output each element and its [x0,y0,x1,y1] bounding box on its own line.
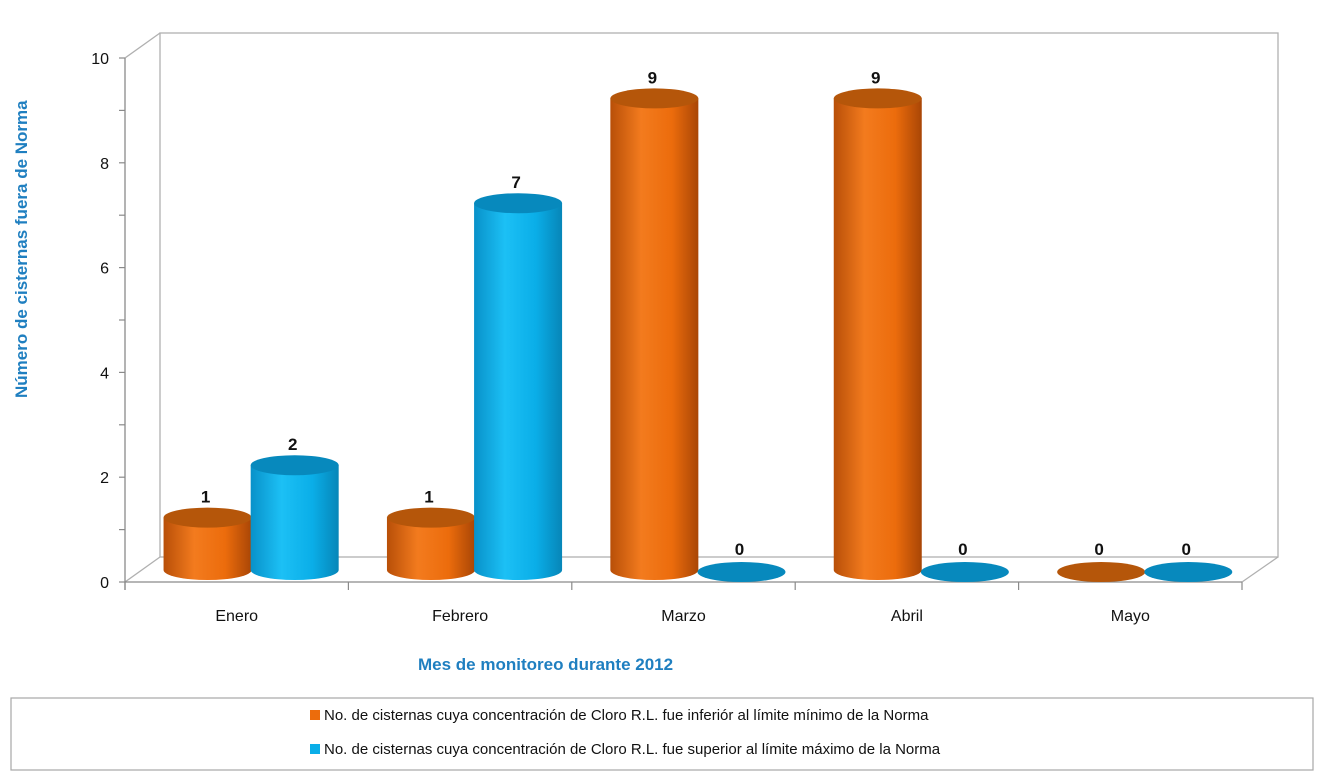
bar-body [163,517,252,580]
y-tick-label: 10 [91,51,109,68]
y-tick-label: 6 [100,261,109,278]
y-tick-label: 8 [100,156,109,173]
bar-base-disc [1144,562,1233,582]
data-label: 0 [1094,540,1103,559]
bar-base-disc [920,562,1009,582]
legend-label: No. de cisternas cuya concentración de C… [324,741,941,758]
bar-body [386,517,475,580]
y-tick-label: 4 [100,365,109,382]
floor-right-edge [1241,556,1279,583]
legend-item-series-1: No. de cisternas cuya concentración de C… [310,741,941,758]
x-axis-ticks: Enero Febrero Marzo Abril Mayo [124,582,1243,625]
data-label: 1 [424,488,433,507]
bar-superior-mayo [1144,562,1233,582]
legend-label: No. de cisternas cuya concentración de C… [324,707,929,724]
x-axis-title: Mes de monitoreo durante 2012 [418,655,673,674]
x-tick-label: Febrero [432,608,488,625]
bar-inferior-enero [163,507,252,580]
data-label: 9 [648,68,657,87]
x-tick-label: Marzo [661,608,706,625]
bar-top [833,88,922,109]
data-label: 0 [958,540,967,559]
bar-body [474,203,563,580]
plot-frame [124,32,1279,583]
bar-superior-enero [250,455,339,580]
x-tick-label: Enero [215,608,258,625]
data-label: 9 [871,68,880,87]
bar-base-disc [697,562,786,582]
bar-top [474,193,563,214]
x-tick-label: Mayo [1111,608,1150,625]
bars [163,88,1233,582]
y-axis-ticks: 0 2 4 6 8 10 [91,51,125,592]
bar-body [610,98,699,581]
y-tick-label: 2 [100,470,109,487]
data-label: 2 [288,435,297,454]
legend-swatch [310,744,320,754]
legend-swatch [310,710,320,720]
bar-top [386,507,475,528]
data-label: 0 [735,540,744,559]
bar-top [163,507,252,528]
data-labels: 1 1 9 9 0 2 7 0 0 0 [201,68,1191,559]
bar-top [250,455,339,476]
x-tick-label: Abril [891,608,923,625]
data-label: 0 [1182,540,1191,559]
bar-body [833,98,922,581]
bar-inferior-febrero [386,507,475,580]
legend-box [10,697,1314,771]
bar-inferior-abril [833,88,922,581]
bar-superior-abril [920,562,1009,582]
bar-superior-marzo [697,562,786,582]
data-label: 7 [511,173,520,192]
y-axis-title: Número de cisternas fuera de Norma [12,100,31,398]
floor-left-edge [124,556,161,583]
bar-body [250,465,339,580]
data-label: 1 [201,488,210,507]
bar-inferior-marzo [610,88,699,581]
legend-item-series-0: No. de cisternas cuya concentración de C… [310,707,929,724]
y-tick-label: 0 [100,575,109,592]
left-wall-top-edge [124,32,161,59]
bar-base-disc [1057,562,1146,582]
back-wall [159,32,1279,558]
bar-inferior-mayo [1057,562,1146,582]
legend: No. de cisternas cuya concentración de C… [10,697,1314,771]
bar-top [610,88,699,109]
bar-superior-febrero [474,193,563,580]
